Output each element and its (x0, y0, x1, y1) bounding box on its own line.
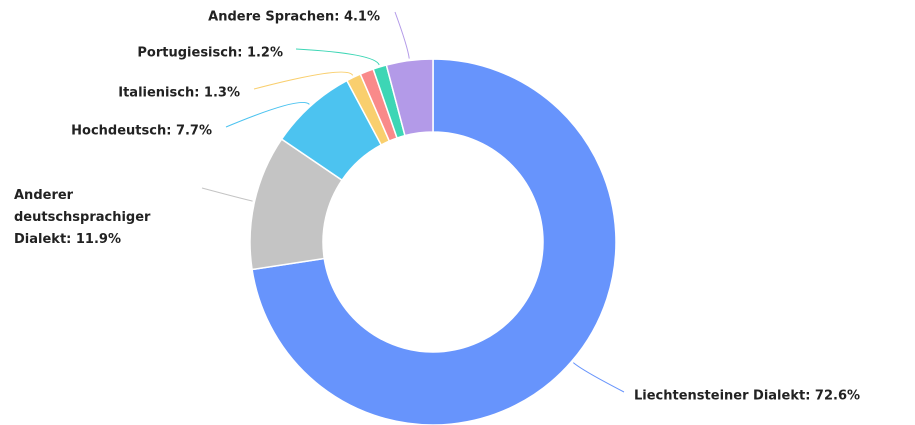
data-label: Liechtensteiner Dialekt: 72.6% (634, 389, 860, 404)
leader-line (225, 101, 310, 128)
data-label: Portugiesisch: 1.2% (137, 46, 283, 61)
leader-line (394, 11, 410, 59)
donut-slice (385, 58, 434, 137)
data-label: Italienisch: 1.3% (118, 86, 240, 101)
leader-line (201, 187, 253, 202)
donut-slice (251, 58, 617, 425)
leader-line (253, 71, 354, 90)
data-label: Andere Sprachen: 4.1% (208, 10, 380, 25)
leader-line (572, 362, 625, 393)
data-label: Anderer deutschsprachiger Dialekt: 11.9% (14, 188, 151, 247)
leader-line (295, 48, 380, 66)
data-label: Hochdeutsch: 7.7% (71, 124, 212, 139)
